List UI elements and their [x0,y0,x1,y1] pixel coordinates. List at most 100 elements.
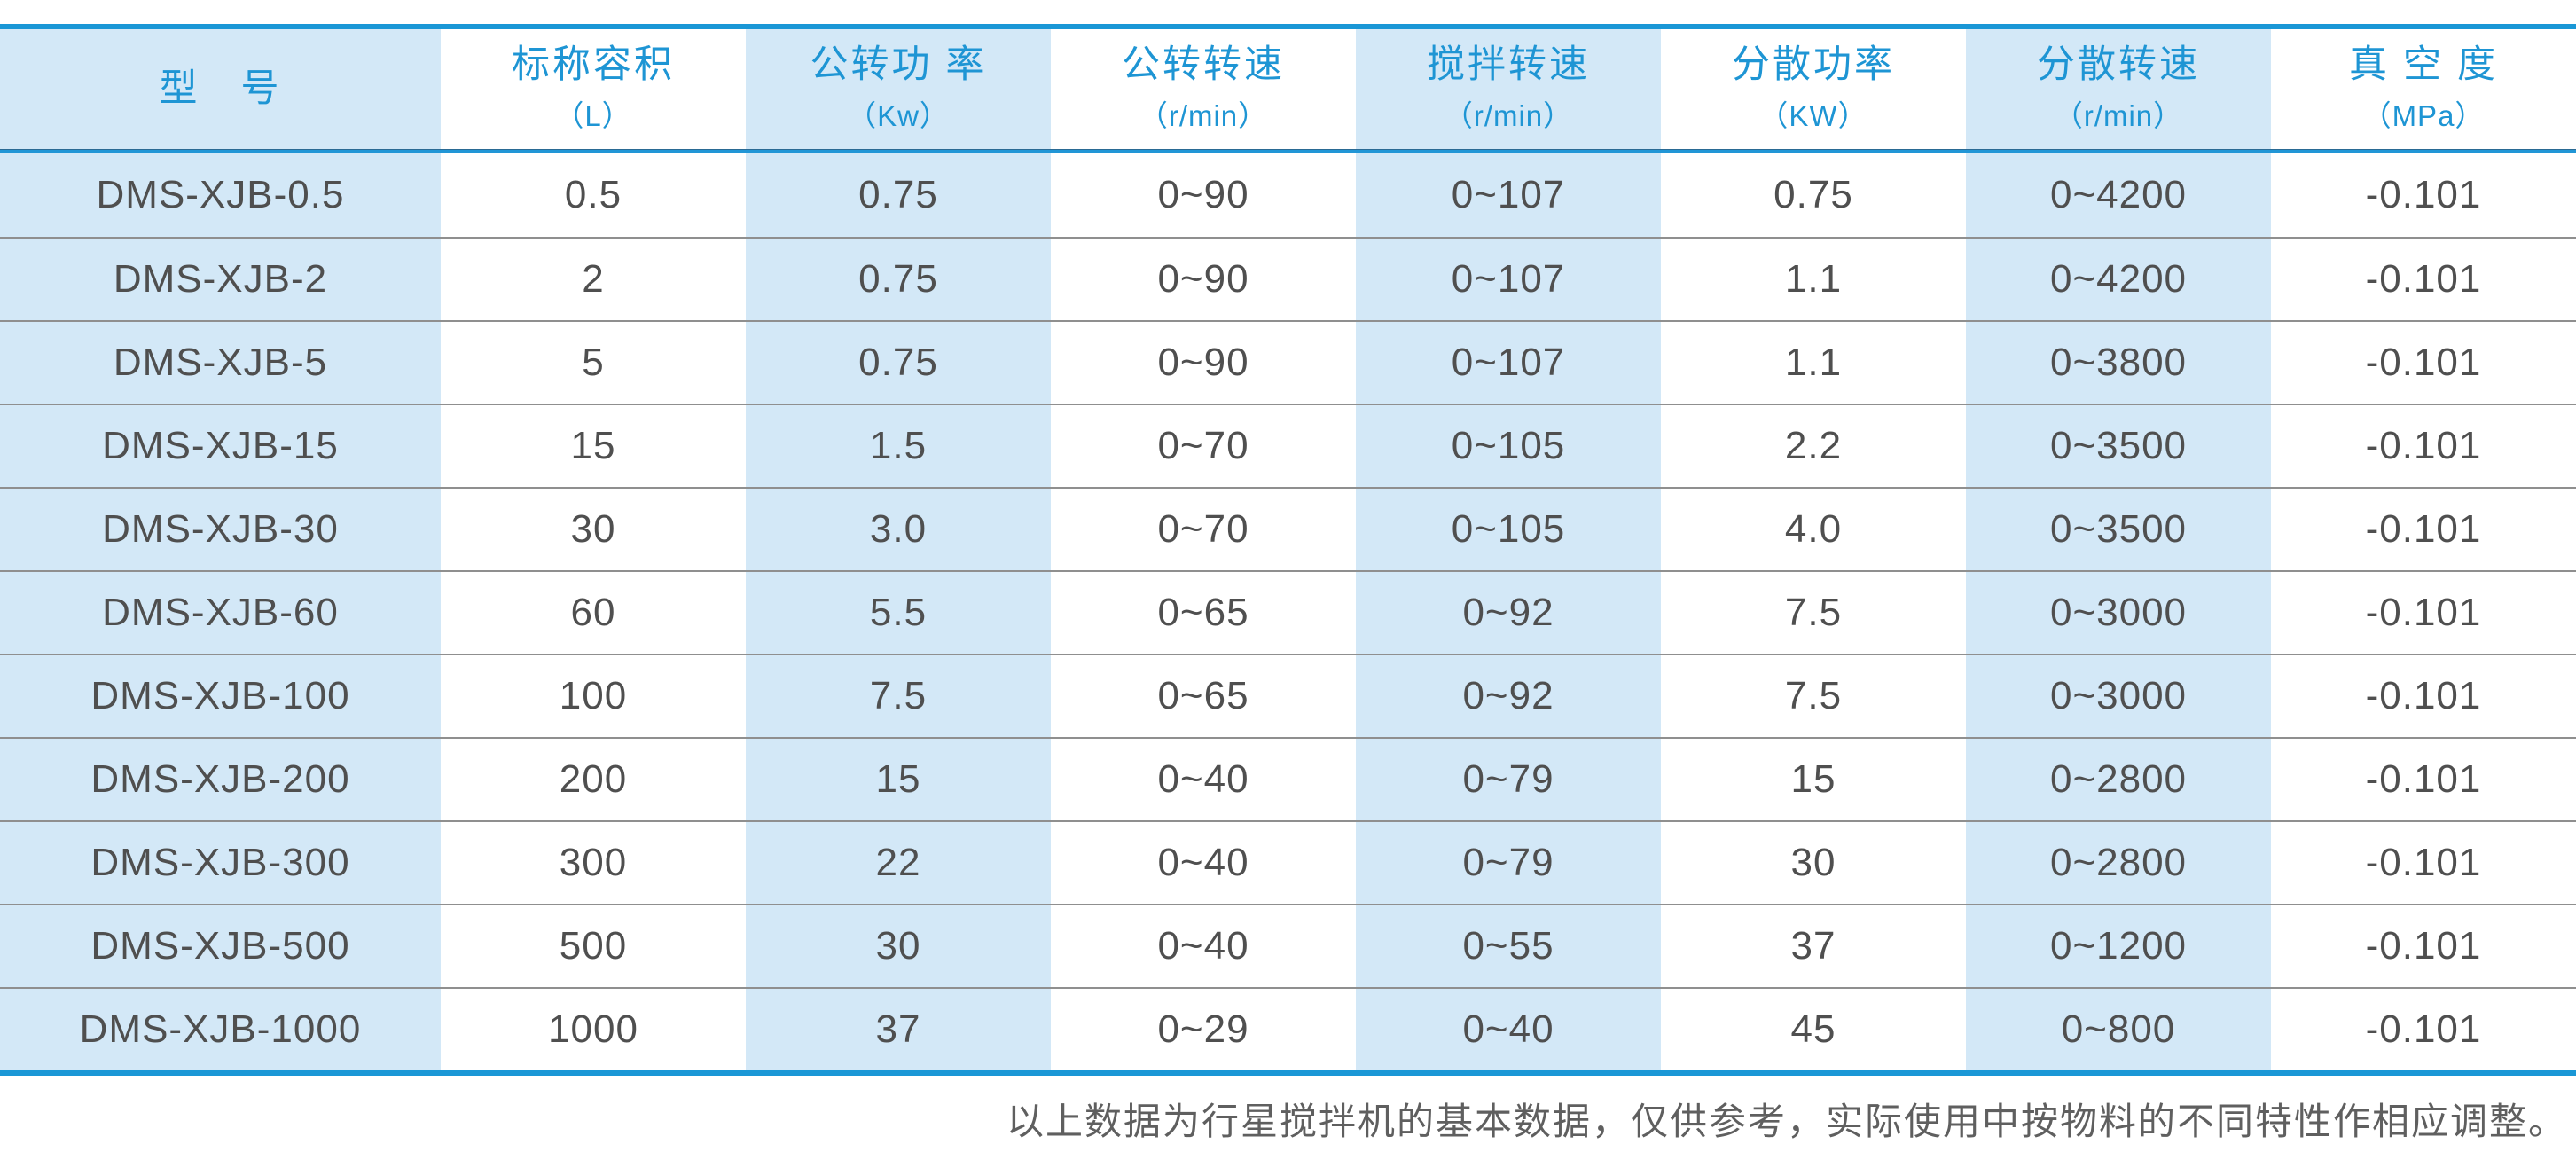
value-cell: -0.101 [2365,591,2482,634]
value-cell: 0~90 [1157,341,1249,384]
value-cell: 0~70 [1157,507,1249,551]
table-row: DMS-XJB-100 100 7.5 0~65 0~92 7.5 0~3000 -0.101 [0,654,2576,737]
value-cell: 0~2800 [1966,739,2271,820]
value-cell: 37 [746,989,1051,1070]
header-unit: （L） [554,99,632,133]
value-cell: 0~79 [1356,739,1661,820]
value-cell: 1.1 [1784,341,1843,384]
value-cell: 3.0 [746,489,1051,570]
model-cell: DMS-XJB-100 [0,655,441,737]
value-cell: 1000 [548,1007,638,1051]
value-cell: 0.75 [746,322,1051,404]
table-body: DMS-XJB-0.5 0.5 0.75 0~90 0~107 0.75 0~4200 -0.… [0,153,2576,1070]
value-cell: 100 [559,674,628,717]
header-unit: （r/min） [2053,99,2184,133]
value-cell: 200 [559,757,628,801]
header-divider-rule [0,149,2576,153]
value-cell: 30 [1790,841,1836,884]
header-title: 标称容积 [512,43,675,86]
table-row: DMS-XJB-500 500 30 0~40 0~55 37 0~1200 -0.101 [0,904,2576,987]
value-cell: 2 [582,257,605,301]
value-cell: 0~3000 [1966,655,2271,737]
header-unit: （Kw） [847,99,950,133]
value-cell: 0~92 [1356,572,1661,654]
value-cell: 0~70 [1157,424,1249,467]
value-cell: 0~3500 [1966,489,2271,570]
value-cell: 5.5 [746,572,1051,654]
model-cell: DMS-XJB-500 [0,905,441,987]
model-cell: DMS-XJB-60 [0,572,441,654]
header-nominal-capacity: 标称容积 （L） [441,29,746,149]
value-cell: 0~65 [1157,674,1249,717]
value-cell: -0.101 [2365,674,2482,717]
value-cell: 0~3500 [1966,405,2271,487]
value-cell: 0~90 [1157,257,1249,301]
value-cell: 1.1 [1784,257,1843,301]
value-cell: 2.2 [1784,424,1843,467]
value-cell: 7.5 [1784,591,1843,634]
value-cell: 300 [559,841,628,884]
header-title: 分散转速 [2037,43,2200,86]
value-cell: 0~40 [1356,989,1661,1070]
value-cell: 0~29 [1157,1007,1249,1051]
value-cell: 0~4200 [1966,153,2271,237]
value-cell: -0.101 [2365,507,2482,551]
value-cell: 0~3000 [1966,572,2271,654]
value-cell: 0~92 [1356,655,1661,737]
header-unit: （r/min） [1138,99,1269,133]
value-cell: -0.101 [2365,424,2482,467]
value-cell: 0.75 [1773,173,1853,216]
model-cell: DMS-XJB-15 [0,405,441,487]
value-cell: 0.5 [564,173,622,216]
model-cell: DMS-XJB-30 [0,489,441,570]
table-row: DMS-XJB-0.5 0.5 0.75 0~90 0~107 0.75 0~4200 -0.… [0,153,2576,237]
header-revolution-power: 公转功 率 （Kw） [746,29,1051,149]
value-cell: 0~90 [1157,173,1249,216]
header-title: 型 号 [159,67,282,110]
spec-table: 型 号 标称容积 （L） 公转功 率 （Kw） 公转转速 （r/min） 搅拌转… [0,24,2576,1076]
value-cell: 30 [746,905,1051,987]
model-cell: DMS-XJB-2 [0,239,441,320]
value-cell: 60 [570,591,616,634]
model-cell: DMS-XJB-1000 [0,989,441,1070]
table-row: DMS-XJB-1000 1000 37 0~29 0~40 45 0~800 -0.101 [0,987,2576,1070]
value-cell: 15 [570,424,616,467]
table-row: DMS-XJB-200 200 15 0~40 0~79 15 0~2800 -0.101 [0,737,2576,820]
value-cell: 0~105 [1356,405,1661,487]
value-cell: 0~107 [1356,153,1661,237]
value-cell: 1.5 [746,405,1051,487]
header-dispersion-power: 分散功率 （KW） [1661,29,1966,149]
value-cell: 500 [559,924,628,968]
footnote: 以上数据为行星搅拌机的基本数据，仅供参考，实际使用中按物料的不同特性作相应调整。 [1006,1102,2567,1143]
value-cell: 0.75 [746,153,1051,237]
value-cell: 0~79 [1356,822,1661,904]
value-cell: 7.5 [746,655,1051,737]
value-cell: 0~2800 [1966,822,2271,904]
value-cell: 0~40 [1157,924,1249,968]
model-cell: DMS-XJB-300 [0,822,441,904]
value-cell: -0.101 [2365,841,2482,884]
header-stirring-speed: 搅拌转速 （r/min） [1356,29,1661,149]
header-dispersion-speed: 分散转速 （r/min） [1966,29,2271,149]
header-title: 真 空 度 [2349,43,2498,86]
table-row: DMS-XJB-5 5 0.75 0~90 0~107 1.1 0~3800 -0.101 [0,320,2576,404]
value-cell: 0~105 [1356,489,1661,570]
value-cell: 0.75 [746,239,1051,320]
value-cell: 0~40 [1157,757,1249,801]
value-cell: -0.101 [2365,1007,2482,1051]
table-bottom-rule [0,1070,2576,1076]
table-row: DMS-XJB-2 2 0.75 0~90 0~107 1.1 0~4200 -0.101 [0,237,2576,320]
value-cell: 0~800 [1966,989,2271,1070]
value-cell: 15 [1790,757,1836,801]
table-row: DMS-XJB-15 15 1.5 0~70 0~105 2.2 0~3500 -0.101 [0,404,2576,487]
table-header-row: 型 号 标称容积 （L） 公转功 率 （Kw） 公转转速 （r/min） 搅拌转… [0,29,2576,149]
value-cell: 37 [1790,924,1836,968]
table-row: DMS-XJB-30 30 3.0 0~70 0~105 4.0 0~3500 -0.101 [0,487,2576,570]
model-cell: DMS-XJB-200 [0,739,441,820]
header-unit: （MPa） [2361,99,2486,133]
value-cell: -0.101 [2365,341,2482,384]
value-cell: 0~3800 [1966,322,2271,404]
table-row: DMS-XJB-300 300 22 0~40 0~79 30 0~2800 -0.101 [0,820,2576,904]
model-cell: DMS-XJB-0.5 [0,153,441,237]
value-cell: 0~55 [1356,905,1661,987]
